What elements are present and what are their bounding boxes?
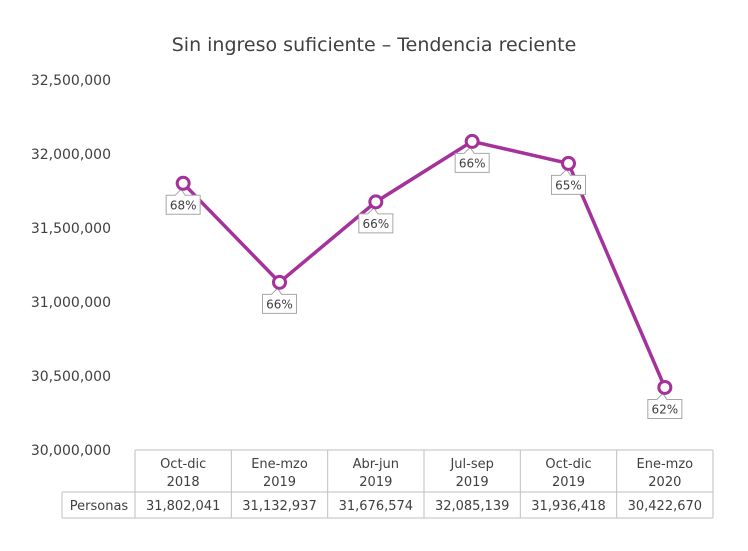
x-category-label: Ene-mzo bbox=[251, 457, 308, 472]
x-category-label: Abr-jun bbox=[353, 457, 399, 472]
x-category-year-label: 2019 bbox=[263, 475, 296, 490]
data-point-marker bbox=[657, 379, 673, 395]
data-label-callout bbox=[454, 146, 490, 173]
data-label-callout bbox=[165, 188, 201, 215]
data-label: 62% bbox=[651, 402, 678, 416]
data-label-callout bbox=[647, 392, 683, 419]
x-category-label: Oct-dic bbox=[160, 457, 206, 472]
data-point-marker bbox=[368, 194, 384, 210]
data-point-marker bbox=[464, 133, 480, 149]
series-line bbox=[181, 139, 667, 389]
table-row-label: Personas bbox=[70, 499, 129, 514]
data-label: 66% bbox=[459, 156, 486, 170]
data-point-marker bbox=[561, 155, 576, 171]
x-category-label: Ene-mzo bbox=[637, 457, 694, 472]
y-tick-label: 32,500,000 bbox=[31, 73, 111, 89]
x-category-year-label: 2019 bbox=[456, 475, 489, 490]
data-label: 66% bbox=[266, 297, 293, 311]
table-value-cell: 31,936,418 bbox=[531, 499, 605, 514]
y-tick-label: 30,000,000 bbox=[31, 443, 111, 459]
y-tick-label: 31,000,000 bbox=[31, 295, 111, 311]
x-category-label: Jul-sep bbox=[449, 457, 493, 472]
data-label: 68% bbox=[170, 198, 197, 212]
x-category-year-label: 2019 bbox=[359, 475, 392, 490]
y-tick-label: 30,500,000 bbox=[31, 369, 111, 385]
table-value-cell: 32,085,139 bbox=[435, 499, 509, 514]
y-tick-label: 32,000,000 bbox=[31, 147, 111, 163]
table-value-cell: 31,132,937 bbox=[242, 499, 316, 514]
chart-title: Sin ingreso suficiente – Tendencia recie… bbox=[171, 34, 577, 56]
table-value-cell: 31,676,574 bbox=[339, 499, 413, 514]
y-tick-label: 31,500,000 bbox=[31, 221, 111, 237]
data-label-callout bbox=[551, 168, 586, 195]
table-value-cell: 31,802,041 bbox=[146, 499, 220, 514]
data-point-marker bbox=[272, 274, 287, 290]
data-label-callout bbox=[358, 207, 394, 234]
data-point-marker bbox=[175, 175, 191, 191]
data-label: 65% bbox=[555, 178, 582, 192]
data-label: 66% bbox=[362, 217, 389, 231]
x-category-label: Oct-dic bbox=[545, 457, 591, 472]
x-category-year-label: 2018 bbox=[167, 475, 200, 490]
x-category-year-label: 2020 bbox=[648, 475, 681, 490]
table-value-cell: 30,422,670 bbox=[628, 499, 702, 514]
data-label-callout bbox=[262, 287, 297, 314]
x-category-year-label: 2019 bbox=[552, 475, 585, 490]
